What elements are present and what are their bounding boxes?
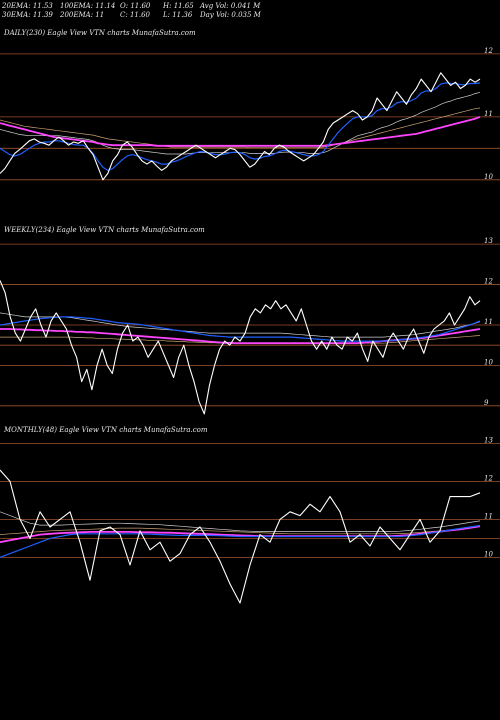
y-tick-label: 11 <box>484 318 493 326</box>
y-tick-label: 10 <box>484 550 493 558</box>
y-tick-label: 12 <box>484 278 493 286</box>
close-label: C: 11.60 <box>120 11 150 19</box>
y-tick-label: 11 <box>484 512 493 520</box>
day-vol-label: Day Vol: 0.035 M <box>200 11 261 19</box>
ema-blue-line <box>0 316 481 342</box>
high-label: H: 11.65 <box>163 2 194 10</box>
low-label: L: 11.36 <box>163 11 193 19</box>
ema-white-line <box>0 511 481 532</box>
price-line <box>0 72 481 181</box>
price-line <box>0 280 481 415</box>
weekly-chart-title: WEEKLY(234) Eagle View VTN charts Munafa… <box>4 226 205 234</box>
y-tick-label: 13 <box>484 436 493 444</box>
ema-white-line <box>0 312 481 338</box>
ema100-label: 100EMA: 11.14 <box>60 2 116 10</box>
ema-tan-line <box>0 526 481 535</box>
ema200-label: 200EMA: 11 <box>60 11 105 19</box>
y-tick-label: 9 <box>484 399 489 407</box>
ema-pink-line <box>0 525 481 544</box>
daily-chart: 12 11 10 <box>0 47 500 181</box>
open-label: O: 11.60 <box>120 2 151 10</box>
y-tick-label: 12 <box>484 47 493 55</box>
ema30-label: 30EMA: 11.39 <box>2 11 53 19</box>
monthly-chart-title: MONTHLY(48) Eagle View VTN charts Munafa… <box>4 426 208 434</box>
ema-pink-line <box>0 116 481 147</box>
daily-chart-title: DAILY(230) Eagle View VTN charts MunafaS… <box>4 29 196 37</box>
ema-tan-line <box>0 107 481 149</box>
y-tick-label: 12 <box>484 474 493 482</box>
y-tick-label: 11 <box>484 110 493 118</box>
monthly-chart: 13 12 11 10 <box>0 436 500 604</box>
ema20-label: 20EMA: 11.53 <box>2 2 53 10</box>
price-line <box>0 469 481 604</box>
avg-vol-label: Avg Vol: 0.041 M <box>200 2 261 10</box>
y-tick-label: 10 <box>484 173 493 181</box>
weekly-chart: 13 12 11 10 9 <box>0 237 500 415</box>
ema-blue-line <box>0 524 481 558</box>
y-tick-label: 13 <box>484 237 493 245</box>
ema-blue-line <box>0 82 481 171</box>
y-tick-label: 10 <box>484 358 493 366</box>
